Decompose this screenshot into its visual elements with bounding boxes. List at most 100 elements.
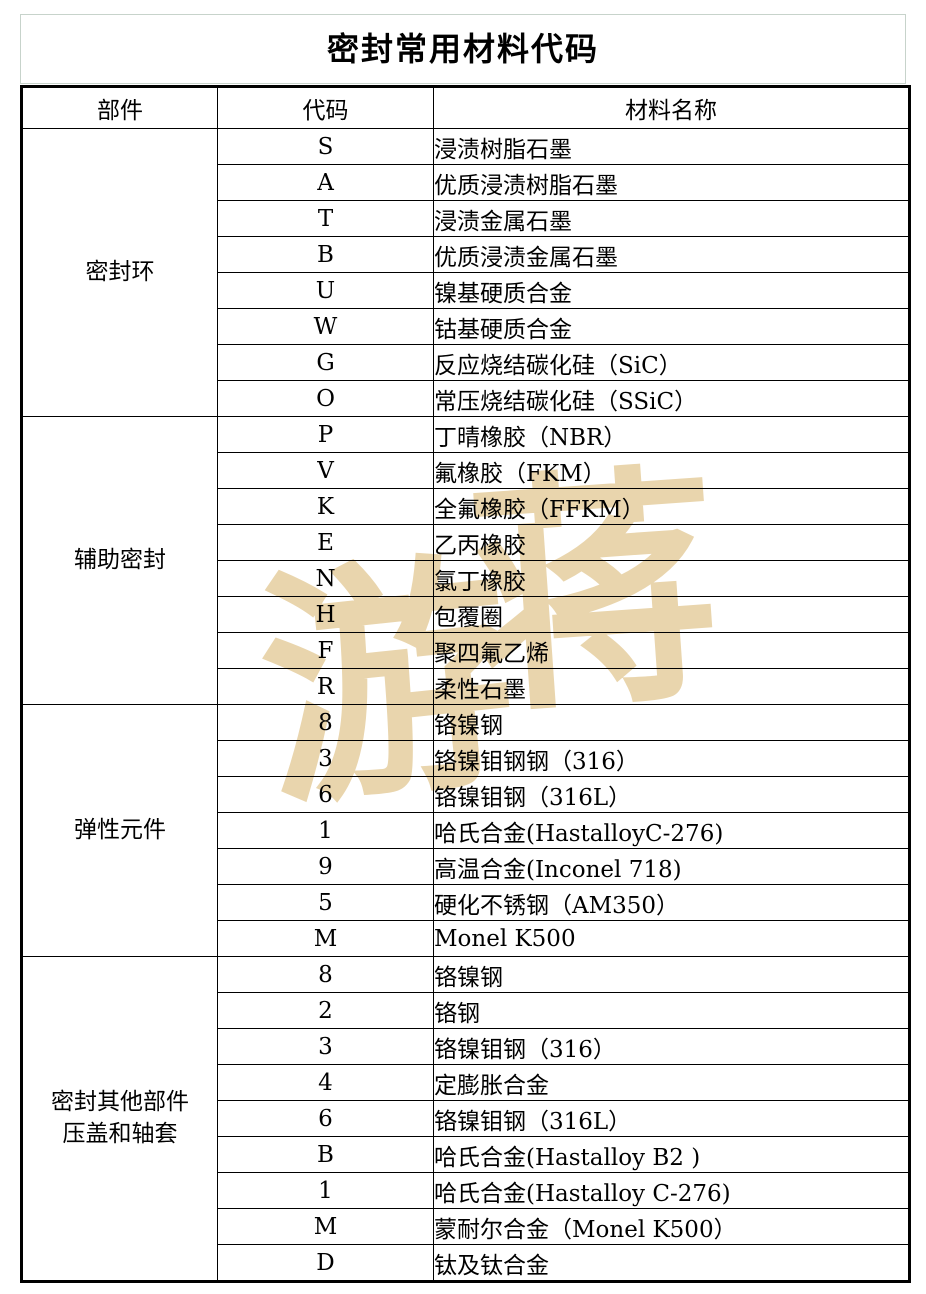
table-row: T 浸渍金属石墨 (22, 200, 910, 237)
material-name-cell: 包覆圈 (433, 596, 910, 633)
table-row: F 聚四氟乙烯 (22, 632, 910, 669)
material-name-cell: 浸渍金属石墨 (433, 200, 910, 237)
material-name-cell: 铬镍钢 (433, 704, 910, 741)
part-group-label: 密封其他部件 压盖和轴套 (21, 956, 218, 1282)
table-row: M 蒙耐尔合金（Monel K500） (22, 1208, 910, 1245)
table-row: H 包覆圈 (22, 596, 910, 633)
material-name-cell: 反应烧结碳化硅（SiC） (433, 344, 910, 381)
material-name-cell: 聚四氟乙烯 (433, 632, 910, 669)
table-header: 部件 代码 材料名称 (21, 86, 910, 129)
table-row: E 乙丙橡胶 (22, 524, 910, 561)
material-code-cell: 6 (217, 776, 434, 813)
material-code-cell: V (217, 452, 434, 489)
material-name-cell: 铬镍钼钢（316L） (433, 1100, 910, 1137)
material-code-cell: F (217, 632, 434, 669)
material-code-cell: M (217, 920, 434, 957)
material-code-cell: 1 (217, 812, 434, 849)
material-code-cell: T (217, 200, 434, 237)
material-code-cell: E (217, 524, 434, 561)
column-header-part: 部件 (21, 86, 218, 129)
table-row: B 哈氏合金(Hastalloy B2 ) (22, 1136, 910, 1173)
material-code-cell: R (217, 668, 434, 705)
part-group-label: 密封环 (21, 128, 218, 417)
material-code-cell: 9 (217, 848, 434, 885)
material-code-cell: D (217, 1244, 434, 1282)
material-code-cell: 4 (217, 1064, 434, 1101)
material-code-cell: A (217, 164, 434, 201)
table-row: 6 铬镍钼钢（316L） (22, 776, 910, 813)
material-name-cell: 氯丁橡胶 (433, 560, 910, 597)
material-code-cell: 5 (217, 884, 434, 921)
column-header-name: 材料名称 (433, 86, 910, 129)
material-name-cell: 柔性石墨 (433, 668, 910, 705)
part-group-label: 弹性元件 (21, 704, 218, 957)
table-row: A 优质浸渍树脂石墨 (22, 164, 910, 201)
material-code-cell: K (217, 488, 434, 525)
table-header-row: 部件 代码 材料名称 (21, 86, 910, 129)
table-row: 6 铬镍钼钢（316L） (22, 1100, 910, 1137)
material-name-cell: 哈氏合金(HastalloyC-276) (433, 812, 910, 849)
material-code-cell: O (217, 380, 434, 417)
table-row: 弹性元件 8 铬镍钢 (21, 704, 910, 957)
material-code-cell: 8 (217, 956, 434, 993)
table-row: 密封环 S 浸渍树脂石墨 (21, 128, 910, 417)
material-name-cell: Monel K500 (433, 920, 910, 957)
material-code-cell: 1 (217, 1172, 434, 1209)
table-row: 9 高温合金(Inconel 718) (22, 848, 910, 885)
material-name-cell: 高温合金(Inconel 718) (433, 848, 910, 885)
table-row: 4 定膨胀合金 (22, 1064, 910, 1101)
material-name-cell: 铬镍钼钢（316） (433, 1028, 910, 1065)
material-name-cell: 氟橡胶（FKM） (433, 452, 910, 489)
material-name-cell: 乙丙橡胶 (433, 524, 910, 561)
material-code-cell: W (217, 308, 434, 345)
material-name-cell: 哈氏合金(Hastalloy C-276) (433, 1172, 910, 1209)
material-code-cell: 3 (217, 740, 434, 777)
material-name-cell: 铬镍钢 (433, 956, 910, 993)
material-name-cell: 铬钢 (433, 992, 910, 1029)
material-code-cell: 2 (217, 992, 434, 1029)
material-code-cell: G (217, 344, 434, 381)
table-row: O 常压烧结碳化硅（SSiC） (22, 380, 910, 417)
table-row: R 柔性石墨 (22, 668, 910, 705)
material-name-cell: 定膨胀合金 (433, 1064, 910, 1101)
material-name-cell: 铬镍钼钢钢（316） (433, 740, 910, 777)
material-name-cell: 镍基硬质合金 (433, 272, 910, 309)
material-name-cell: 全氟橡胶（FFKM） (433, 488, 910, 525)
material-name-cell: 哈氏合金(Hastalloy B2 ) (433, 1136, 910, 1173)
table-row: N 氯丁橡胶 (22, 560, 910, 597)
material-code-cell: U (217, 272, 434, 309)
material-name-cell: 优质浸渍金属石墨 (433, 236, 910, 273)
material-name-cell: 钴基硬质合金 (433, 308, 910, 345)
part-group-label: 辅助密封 (21, 416, 218, 705)
document-title-box: 密封常用材料代码 (20, 14, 906, 84)
material-name-cell: 丁晴橡胶（NBR） (433, 416, 910, 453)
material-name-cell: 钛及钛合金 (433, 1244, 910, 1282)
table-row: 密封其他部件 压盖和轴套 8 铬镍钢 (21, 956, 910, 1282)
table-row: 1 哈氏合金(HastalloyC-276) (22, 812, 910, 849)
material-code-cell: 6 (217, 1100, 434, 1137)
table-row: K 全氟橡胶（FFKM） (22, 488, 910, 525)
material-name-cell: 铬镍钼钢（316L） (433, 776, 910, 813)
material-name-cell: 浸渍树脂石墨 (433, 128, 910, 165)
table-row: G 反应烧结碳化硅（SiC） (22, 344, 910, 381)
material-code-cell: B (217, 236, 434, 273)
table-row: D 钛及钛合金 (22, 1244, 910, 1282)
material-name-cell: 常压烧结碳化硅（SSiC） (433, 380, 910, 417)
table-row: 辅助密封 P 丁晴橡胶（NBR） (21, 416, 910, 705)
material-name-cell: 蒙耐尔合金（Monel K500） (433, 1208, 910, 1245)
table-row: B 优质浸渍金属石墨 (22, 236, 910, 273)
material-code-cell: S (217, 128, 434, 165)
table-row: V 氟橡胶（FKM） (22, 452, 910, 489)
table-row: 1 哈氏合金(Hastalloy C-276) (22, 1172, 910, 1209)
material-name-cell: 硬化不锈钢（AM350） (433, 884, 910, 921)
material-code-cell: 8 (217, 704, 434, 741)
material-code-cell: B (217, 1136, 434, 1173)
page-title: 密封常用材料代码 (326, 30, 599, 68)
material-code-cell: H (217, 596, 434, 633)
material-name-cell: 优质浸渍树脂石墨 (433, 164, 910, 201)
material-code-cell: N (217, 560, 434, 597)
material-code-cell: P (217, 416, 434, 453)
column-header-code: 代码 (217, 86, 434, 129)
material-code-cell: 3 (217, 1028, 434, 1065)
